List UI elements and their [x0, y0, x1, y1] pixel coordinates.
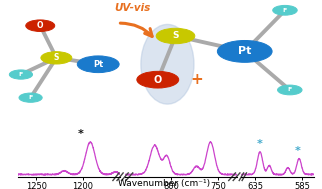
- Circle shape: [41, 52, 72, 64]
- Text: S: S: [54, 53, 59, 62]
- Text: O: O: [154, 75, 162, 85]
- Circle shape: [273, 5, 297, 15]
- Text: F: F: [283, 8, 287, 13]
- Ellipse shape: [141, 24, 194, 104]
- Circle shape: [217, 40, 272, 62]
- Text: +: +: [191, 72, 204, 87]
- Text: F: F: [288, 88, 292, 92]
- Text: *: *: [295, 146, 301, 156]
- Circle shape: [19, 93, 42, 102]
- Text: Pt: Pt: [93, 60, 103, 69]
- Circle shape: [9, 70, 33, 79]
- Text: O: O: [37, 21, 43, 30]
- Text: F: F: [19, 72, 23, 77]
- Text: *: *: [78, 129, 84, 139]
- Text: UV-vis: UV-vis: [114, 3, 150, 13]
- Circle shape: [26, 20, 55, 32]
- Circle shape: [278, 85, 302, 95]
- Text: Wavenumber (cm⁻¹): Wavenumber (cm⁻¹): [118, 179, 210, 188]
- FancyArrowPatch shape: [120, 23, 152, 36]
- Text: Pt: Pt: [238, 46, 251, 56]
- Text: F: F: [28, 95, 33, 100]
- Circle shape: [156, 28, 195, 44]
- Text: S: S: [172, 32, 179, 40]
- Circle shape: [137, 71, 179, 88]
- Text: *: *: [257, 139, 263, 149]
- Circle shape: [77, 56, 119, 73]
